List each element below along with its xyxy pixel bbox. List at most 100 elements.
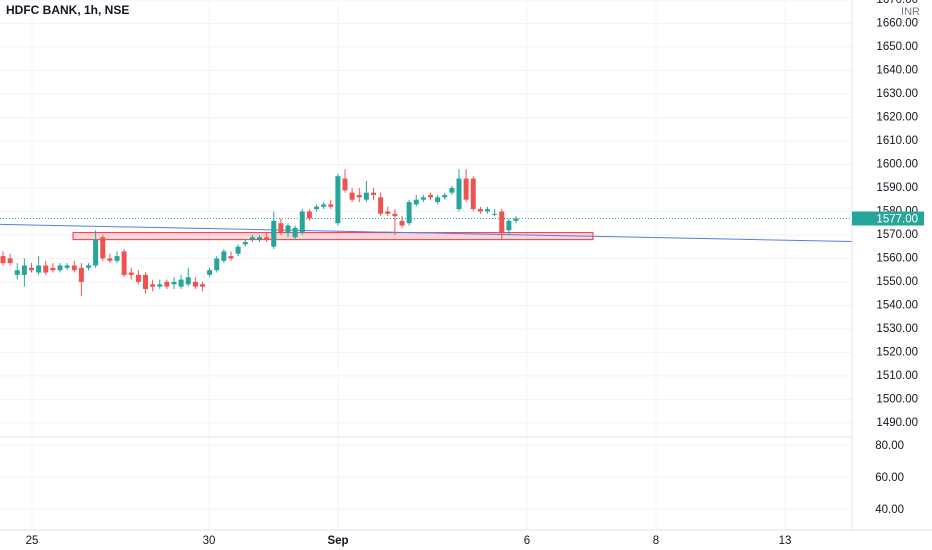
candle-body — [485, 209, 490, 212]
candle-body — [292, 227, 298, 238]
y-tick-label: 1560.00 — [876, 252, 918, 264]
candle-body — [406, 202, 412, 224]
candle-body — [64, 265, 70, 268]
x-tick-label: 25 — [26, 535, 39, 547]
candle-body — [506, 220, 512, 231]
candle-body — [257, 237, 262, 240]
trend-line — [0, 223, 853, 243]
candle-body — [192, 281, 198, 287]
candle-body — [249, 237, 255, 240]
candle-body — [235, 246, 241, 254]
y-tick-label: 1670.00 — [876, 0, 918, 6]
candle-body — [214, 258, 220, 271]
candle-body — [328, 204, 334, 207]
candle-body — [171, 281, 177, 285]
y2-tick-label: 80.00 — [875, 440, 904, 452]
candle-body — [392, 213, 398, 217]
candle-body — [470, 178, 476, 210]
candle-body — [207, 270, 213, 275]
chart-title: HDFC BANK, 1h, NSE — [6, 3, 129, 17]
x-tick-label: 30 — [203, 535, 216, 547]
candle-body — [449, 187, 455, 193]
y-tick-label: 1650.00 — [876, 41, 918, 53]
candle-body — [121, 251, 127, 275]
candle-body — [221, 251, 227, 261]
candles — [0, 169, 519, 297]
candle-body — [57, 265, 63, 271]
candle-body — [314, 206, 319, 210]
y-tick-label: 1660.00 — [876, 18, 918, 30]
candle-body — [71, 265, 77, 271]
candle-body — [363, 192, 369, 200]
candle-body — [143, 274, 148, 289]
candle-body — [499, 211, 505, 233]
candle-body — [50, 267, 56, 271]
x-tick-label: 6 — [524, 535, 530, 547]
y-tick-label: 1490.00 — [876, 417, 918, 429]
candle-body — [93, 239, 99, 266]
candle-body — [21, 265, 27, 275]
candle-body — [43, 265, 49, 273]
candle-body — [342, 178, 348, 191]
axes: 1490.00 1500.00 1510.00 1520.00 1530.00 1540.… — [26, 0, 924, 547]
y-tick-label: 1630.00 — [876, 88, 918, 100]
candle-body — [86, 265, 91, 268]
last-price-box — [852, 211, 924, 226]
last-price-label: 1577.00 — [876, 214, 918, 226]
y2-tick-label: 60.00 — [875, 472, 904, 484]
candle-body — [420, 197, 426, 200]
candle-body — [356, 195, 362, 198]
candle-body — [492, 213, 498, 215]
candle-body — [114, 256, 120, 261]
candle-body — [178, 279, 184, 287]
candle-body — [413, 199, 419, 205]
candle-body — [164, 281, 170, 287]
candle-body — [285, 225, 291, 233]
candle-body — [150, 284, 156, 287]
x-tick-label: Sep — [327, 535, 348, 547]
candle-body — [7, 258, 13, 264]
x-tick-label: 8 — [653, 535, 659, 547]
candle-body — [271, 220, 277, 247]
y-tick-label: 1510.00 — [876, 370, 918, 382]
candle-body — [349, 192, 355, 200]
candle-body — [185, 277, 191, 285]
candle-body — [371, 192, 376, 196]
y-tick-label: 1620.00 — [876, 112, 918, 124]
y-tick-label: 1640.00 — [876, 65, 918, 77]
candle-body — [264, 237, 270, 240]
drawings — [0, 218, 853, 243]
y-tick-label: 1520.00 — [876, 346, 918, 358]
candle-body — [399, 220, 405, 226]
candle-body — [306, 211, 312, 219]
candle-body — [29, 267, 34, 271]
candle-body — [278, 223, 284, 233]
candle-body — [428, 195, 433, 198]
candle-body — [513, 218, 519, 221]
y-tick-label: 1610.00 — [876, 135, 918, 147]
candle-body — [242, 241, 248, 245]
candle-body — [228, 256, 234, 259]
candle-body — [435, 197, 441, 203]
currency-label: INR — [901, 6, 920, 18]
candle-body — [107, 258, 113, 261]
candle-body — [157, 284, 163, 287]
candle-body — [321, 204, 327, 207]
candle-body — [335, 176, 341, 224]
candle-body — [442, 195, 448, 198]
y-tick-label: 1530.00 — [876, 323, 918, 335]
y-tick-label: 1590.00 — [876, 182, 918, 194]
candle-body — [378, 197, 384, 214]
candle-body — [128, 272, 134, 275]
candle-body — [0, 256, 6, 264]
candle-body — [135, 274, 141, 282]
candle-body — [200, 284, 205, 287]
y2-tick-label: 40.00 — [875, 504, 904, 516]
support-zone — [72, 232, 594, 241]
candle-body — [456, 178, 462, 210]
candle-body — [100, 237, 106, 259]
y-tick-label: 1570.00 — [876, 229, 918, 241]
y-tick-label: 1550.00 — [876, 276, 918, 288]
